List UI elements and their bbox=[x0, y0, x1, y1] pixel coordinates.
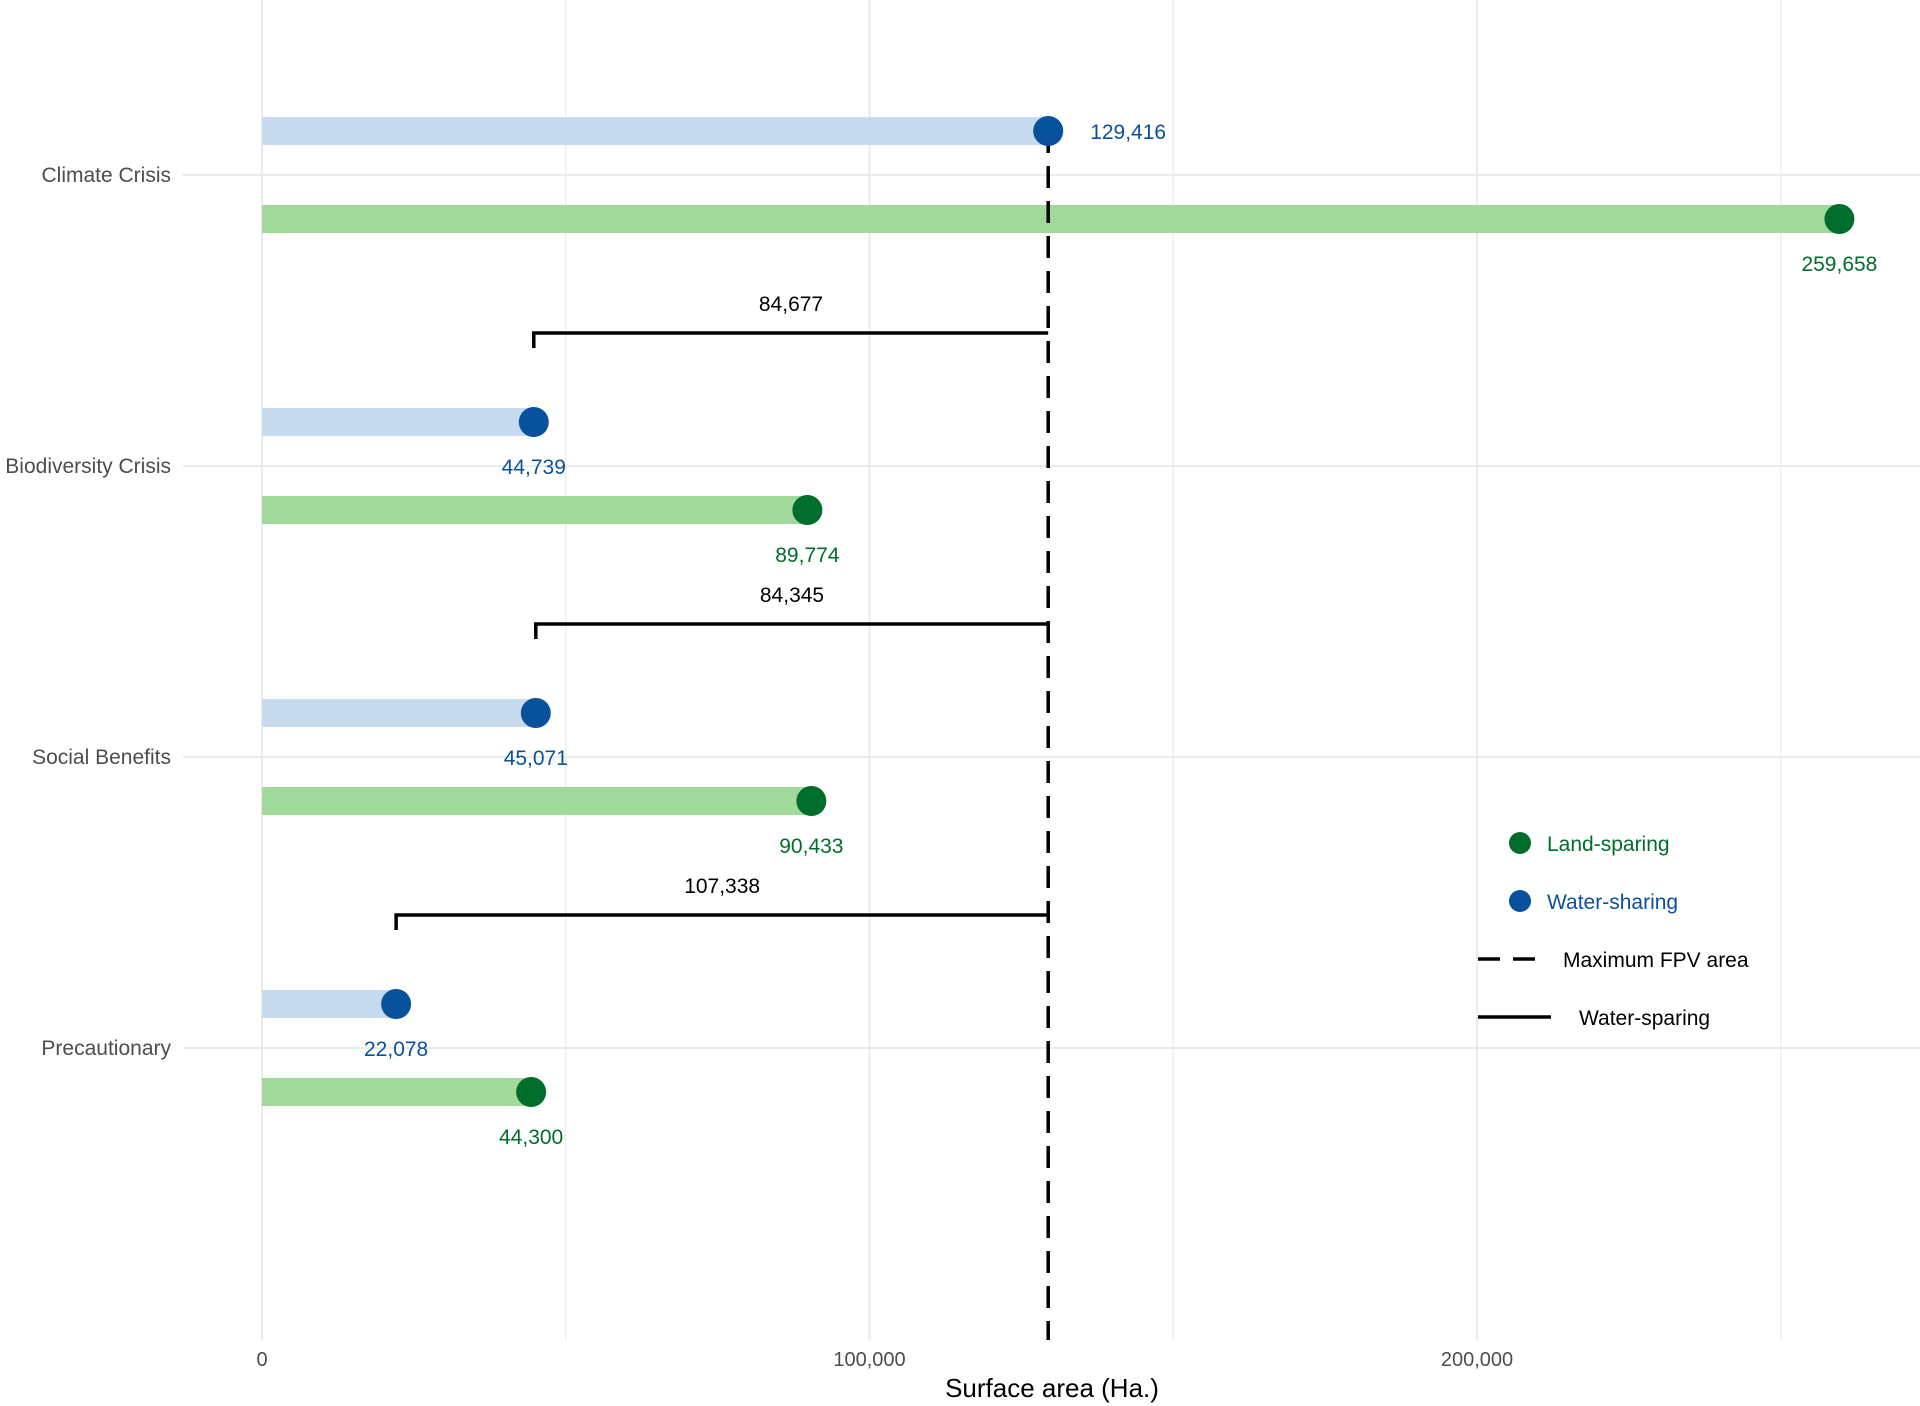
legend-item-water-sharing-label: Water-sharing bbox=[1547, 891, 1678, 914]
land-sparing-point-biodiversity-crisis bbox=[792, 495, 823, 525]
land-sparing-point-social-benefits bbox=[796, 786, 827, 816]
land-sparing-bar-climate-crisis bbox=[262, 205, 1840, 233]
land-sparing-value-biodiversity-crisis: 89,774 bbox=[775, 544, 840, 567]
water-sharing-value-precautionary: 22,078 bbox=[364, 1038, 428, 1061]
water-sharing-value-social-benefits: 45,071 bbox=[504, 747, 568, 770]
land-sparing-bar-biodiversity-crisis bbox=[262, 496, 808, 524]
legend: Land-sparing Water-sharing Maximum FPV are… bbox=[1478, 832, 1749, 1030]
water-sparing-bracket-biodiversity-crisis bbox=[532, 331, 1049, 348]
legend-item-land-sparing-label: Land-sparing bbox=[1547, 833, 1670, 856]
legend-item-land-sparing-marker bbox=[1509, 832, 1531, 854]
land-sparing-bar-precautionary bbox=[262, 1078, 532, 1106]
category-label-social-benefits: Social Benefits bbox=[32, 746, 171, 769]
water-sharing-bar-biodiversity-crisis bbox=[262, 408, 534, 436]
labels: 84,677 84,345 107,338 129,416 259,658 44,739 8… bbox=[364, 121, 1877, 1149]
legend-item-water-sharing-marker bbox=[1509, 890, 1531, 912]
water-sparing-label-social-benefits: 84,345 bbox=[760, 584, 824, 607]
water-sharing-bar-climate-crisis bbox=[262, 117, 1049, 145]
water-sparing-label-precautionary: 107,338 bbox=[684, 875, 760, 898]
x-tick-label: 0 bbox=[256, 1349, 267, 1371]
x-tick-label: 100,000 bbox=[833, 1349, 905, 1371]
points bbox=[381, 116, 1855, 1107]
bars bbox=[262, 117, 1840, 1106]
grid bbox=[183, 0, 1920, 1340]
water-sharing-value-climate-crisis: 129,416 bbox=[1090, 121, 1166, 144]
land-sparing-value-social-benefits: 90,433 bbox=[779, 835, 843, 858]
land-sparing-value-climate-crisis: 259,658 bbox=[1801, 253, 1877, 276]
water-sharing-point-climate-crisis bbox=[1033, 116, 1064, 146]
x-axis-title: Surface area (Ha.) bbox=[945, 1373, 1159, 1403]
legend-item-maximum-fpv-area-label: Maximum FPV area bbox=[1563, 949, 1749, 972]
water-sparing-bracket-social-benefits bbox=[534, 622, 1049, 639]
water-sparing-bracket-precautionary bbox=[394, 913, 1049, 930]
land-sparing-value-precautionary: 44,300 bbox=[499, 1126, 563, 1149]
land-sparing-point-precautionary bbox=[516, 1077, 547, 1107]
land-sparing-point-climate-crisis bbox=[1824, 204, 1855, 234]
axes: Surface area (Ha.) 0 100,000 200,000 Climat… bbox=[5, 164, 1513, 1403]
legend-item-water-sparing-label: Water-sparing bbox=[1579, 1007, 1710, 1030]
category-label-biodiversity-crisis: Biodiversity Crisis bbox=[5, 455, 171, 478]
category-label-precautionary: Precautionary bbox=[41, 1037, 171, 1060]
category-label-climate-crisis: Climate Crisis bbox=[41, 164, 171, 187]
water-sharing-bar-social-benefits bbox=[262, 699, 536, 727]
water-sharing-point-social-benefits bbox=[520, 698, 551, 728]
water-sharing-point-precautionary bbox=[381, 989, 412, 1019]
water-sparing-label-biodiversity-crisis: 84,677 bbox=[759, 293, 823, 316]
reference-lines bbox=[394, 131, 1050, 1340]
water-sharing-value-biodiversity-crisis: 44,739 bbox=[502, 456, 566, 479]
water-sharing-point-biodiversity-crisis bbox=[518, 407, 549, 437]
water-sharing-bar-precautionary bbox=[262, 990, 397, 1018]
land-sparing-bar-social-benefits bbox=[262, 787, 812, 815]
x-tick-label: 200,000 bbox=[1441, 1349, 1513, 1371]
